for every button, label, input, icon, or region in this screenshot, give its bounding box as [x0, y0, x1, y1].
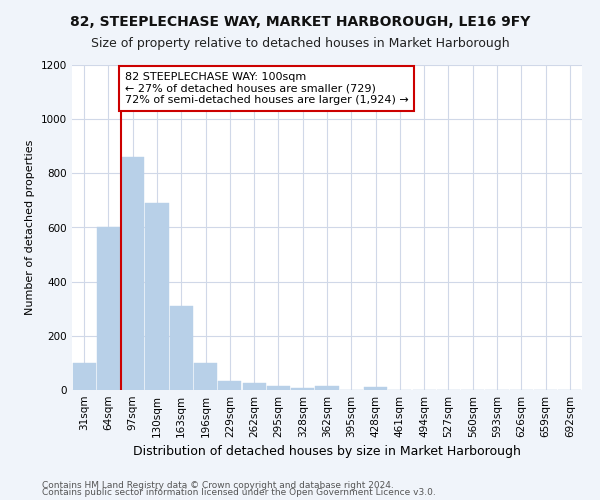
Text: Contains HM Land Registry data © Crown copyright and database right 2024.: Contains HM Land Registry data © Crown c… — [42, 480, 394, 490]
Bar — [364, 387, 387, 390]
Bar — [97, 228, 120, 390]
Text: 82, STEEPLECHASE WAY, MARKET HARBOROUGH, LE16 9FY: 82, STEEPLECHASE WAY, MARKET HARBOROUGH,… — [70, 15, 530, 29]
Bar — [145, 203, 169, 390]
Bar — [291, 388, 314, 390]
Bar — [218, 380, 241, 390]
Bar — [242, 383, 266, 390]
Bar — [316, 386, 338, 390]
Bar — [194, 363, 217, 390]
Bar — [121, 157, 144, 390]
Text: Contains public sector information licensed under the Open Government Licence v3: Contains public sector information licen… — [42, 488, 436, 497]
Bar — [267, 386, 290, 390]
Text: Size of property relative to detached houses in Market Harborough: Size of property relative to detached ho… — [91, 38, 509, 51]
Y-axis label: Number of detached properties: Number of detached properties — [25, 140, 35, 315]
Bar — [170, 306, 193, 390]
Bar — [73, 363, 95, 390]
X-axis label: Distribution of detached houses by size in Market Harborough: Distribution of detached houses by size … — [133, 446, 521, 458]
Text: 82 STEEPLECHASE WAY: 100sqm
← 27% of detached houses are smaller (729)
72% of se: 82 STEEPLECHASE WAY: 100sqm ← 27% of det… — [125, 72, 409, 105]
